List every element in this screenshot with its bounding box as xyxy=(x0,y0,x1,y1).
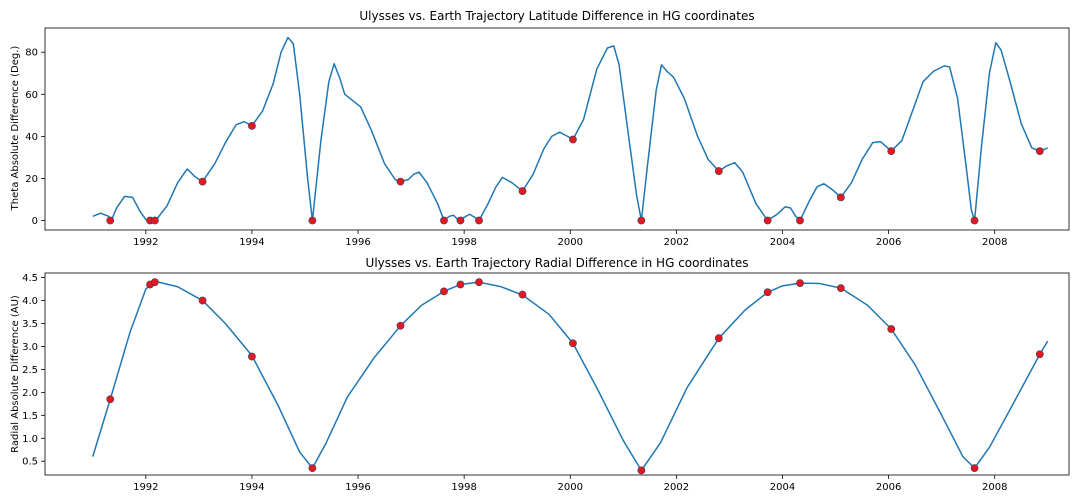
latitude-axes-frame xyxy=(44,27,1070,231)
latitude-data-point xyxy=(198,177,207,186)
radial-y-axis-label: Radial Absolute Difference (AU) xyxy=(10,295,21,453)
latitude-y-axis-label: Theta Absolute Difference (Deg.) xyxy=(10,46,21,212)
radial-data-point xyxy=(150,278,159,287)
radial-data-point xyxy=(248,352,256,361)
radial-y-tick-label: 1.5 xyxy=(22,411,38,422)
radial-y-tick-label: 1.0 xyxy=(22,434,38,445)
latitude-y-tick-label: 80 xyxy=(25,48,38,59)
latitude-ticks: 1992 1994 1996 1998 2000 2002 2004 2006 2008 0 20 4… xyxy=(25,48,1007,248)
latitude-chart-title: Ulysses vs. Earth Trajectory Latitude Di… xyxy=(359,9,754,23)
latitude-y-tick-label: 20 xyxy=(25,174,38,185)
latitude-data-point xyxy=(796,216,804,225)
radial-y-tick-label: 4.5 xyxy=(22,273,38,284)
latitude-x-tick-label: 1994 xyxy=(239,237,264,248)
latitude-data-point xyxy=(456,216,465,225)
radial-data-point xyxy=(518,290,527,299)
radial-y-tick-label: 2.0 xyxy=(22,388,38,399)
radial-data-point xyxy=(887,325,896,333)
radial-data-point xyxy=(836,284,845,293)
radial-y-tick-label: 4.0 xyxy=(22,296,38,307)
radial-x-tick-label: 2000 xyxy=(558,482,583,493)
latitude-data-point xyxy=(150,216,159,225)
latitude-y-tick-label: 0 xyxy=(32,216,38,227)
radial-data-point xyxy=(106,395,115,404)
latitude-data-point xyxy=(714,167,723,175)
radial-data-point xyxy=(440,287,448,296)
latitude-data-point xyxy=(475,216,483,225)
radial-plot-area xyxy=(92,278,1049,475)
radial-x-tick-label: 2004 xyxy=(770,482,795,493)
latitude-panel: Ulysses vs. Earth Trajectory Latitude Di… xyxy=(10,9,1070,248)
latitude-data-point xyxy=(396,177,405,186)
radial-data-point xyxy=(1035,350,1044,359)
radial-y-tick-label: 0.5 xyxy=(22,457,38,468)
radial-x-tick-label: 2008 xyxy=(982,482,1007,493)
radial-series-line xyxy=(92,280,1049,472)
latitude-x-tick-label: 1998 xyxy=(451,237,476,248)
latitude-data-point xyxy=(1035,147,1044,155)
radial-ticks: 1992 1994 1996 1998 2000 2002 2004 2006 2008 0.5 1… xyxy=(22,273,1007,493)
radial-y-tick-label: 2.5 xyxy=(22,365,38,376)
radial-x-tick-label: 1994 xyxy=(239,482,264,493)
radial-data-point xyxy=(796,279,804,287)
radial-data-point xyxy=(569,339,577,348)
latitude-data-point xyxy=(970,216,979,225)
radial-data-point xyxy=(456,280,465,289)
radial-x-tick-label: 1996 xyxy=(345,482,370,493)
latitude-data-point xyxy=(106,216,115,225)
radial-x-tick-label: 2006 xyxy=(876,482,901,493)
latitude-x-tick-label: 1992 xyxy=(133,237,158,248)
latitude-series-line xyxy=(92,36,1049,222)
latitude-data-point xyxy=(440,216,448,225)
latitude-x-tick-label: 2002 xyxy=(664,237,689,248)
latitude-data-point xyxy=(836,193,845,202)
radial-panel: Ulysses vs. Earth Trajectory Radial Diff… xyxy=(10,256,1070,493)
radial-data-point xyxy=(637,466,646,475)
latitude-x-tick-label: 2000 xyxy=(558,237,583,248)
latitude-y-tick-label: 40 xyxy=(25,132,38,143)
latitude-data-point xyxy=(637,216,646,225)
radial-y-tick-label: 3.0 xyxy=(22,342,38,353)
radial-x-tick-label: 1998 xyxy=(451,482,476,493)
latitude-data-point xyxy=(569,135,577,144)
latitude-x-tick-label: 2008 xyxy=(982,237,1007,248)
latitude-x-tick-label: 1996 xyxy=(345,237,370,248)
latitude-x-tick-label: 2006 xyxy=(876,237,901,248)
latitude-data-point xyxy=(763,216,772,225)
radial-data-point xyxy=(198,296,207,305)
radial-data-point xyxy=(714,334,723,343)
latitude-x-tick-label: 2004 xyxy=(770,237,795,248)
latitude-y-tick-label: 60 xyxy=(25,90,38,101)
latitude-data-point xyxy=(518,187,527,195)
latitude-plot-area xyxy=(92,36,1049,225)
radial-data-point xyxy=(763,288,772,297)
radial-chart-title: Ulysses vs. Earth Trajectory Radial Diff… xyxy=(366,256,749,270)
latitude-data-point xyxy=(887,147,896,155)
radial-x-tick-label: 2002 xyxy=(664,482,689,493)
radial-data-point xyxy=(396,321,405,330)
radial-axes-frame xyxy=(44,272,1070,476)
radial-y-tick-label: 3.5 xyxy=(22,319,38,330)
radial-data-point xyxy=(475,278,483,287)
radial-data-point xyxy=(308,464,317,473)
latitude-data-point xyxy=(308,216,317,225)
radial-x-tick-label: 1992 xyxy=(133,482,158,493)
radial-data-point xyxy=(970,464,979,473)
latitude-data-point xyxy=(248,121,256,130)
